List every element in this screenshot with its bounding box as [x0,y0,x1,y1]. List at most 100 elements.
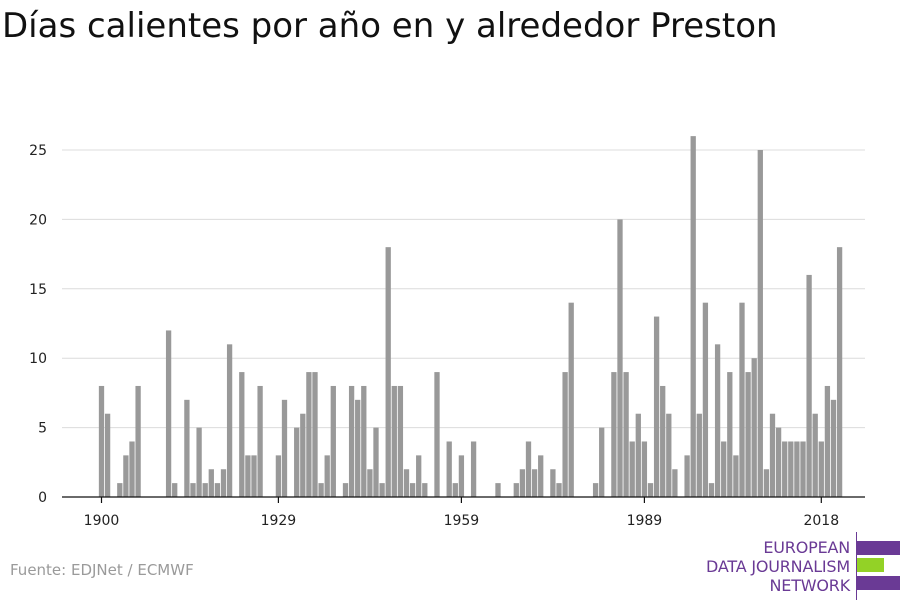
bar-1905 [129,441,135,497]
bar-1920 [220,469,227,497]
bar-1930 [281,399,288,497]
chart-title: Días calientes por año en y alrededor Pr… [2,6,778,46]
bar-1997 [690,136,696,497]
bar-1999 [702,302,709,497]
bar-2009 [763,469,770,497]
bar-1912 [172,483,178,497]
logo-line-european: EUROPEAN [763,538,850,557]
bar-1917 [202,483,208,497]
bar-2004 [733,455,739,497]
bar-1985 [617,219,623,497]
bar-1976 [562,372,568,497]
logo-divider [856,532,857,600]
bar-1901 [104,413,111,497]
bar-1992 [660,385,666,497]
logo-bar-green [857,558,884,572]
bar-2008 [757,150,763,497]
logo-bar-purple-bottom [857,576,900,590]
bar-1929 [275,455,282,497]
bar-1990 [647,483,654,497]
y-tick-label: 25 [29,143,47,159]
bar-2007 [751,358,757,497]
bar-1926 [257,385,263,497]
bar-1998 [696,413,702,497]
x-tick-label: 1989 [627,513,663,529]
bar-2013 [788,441,794,497]
bar-1958 [452,483,458,497]
bar-2014 [794,441,800,497]
bar-1961 [470,441,477,497]
bar-1903 [117,483,123,497]
bar-1955 [434,372,440,497]
bar-2011 [775,427,782,497]
bar-1988 [635,413,641,497]
bar-2006 [745,372,751,497]
bar-2020 [830,399,837,497]
edjnet-logo: EUROPEAN DATA JOURNALISM NETWORK [700,532,900,600]
bar-1957 [446,441,452,497]
bar-2017 [812,413,818,497]
bar-2015 [800,441,806,497]
bars [98,136,843,497]
bar-2002 [721,441,727,497]
bar-1938 [330,385,336,497]
bar-1949 [397,385,404,497]
bar-1989 [641,441,648,497]
bar-1945 [373,427,379,497]
bar-1915 [190,483,196,497]
bar-2016 [806,274,812,497]
bar-1916 [196,427,202,497]
x-tick-label: 1929 [261,513,297,529]
bar-1923 [239,372,245,497]
bar-1965 [495,483,501,497]
y-tick-label: 10 [29,351,47,367]
bar-1947 [385,247,391,497]
bar-1950 [403,469,410,497]
bar-1919 [214,483,221,497]
bar-1941 [348,385,355,497]
bar-2012 [782,441,788,497]
bar-1943 [361,385,367,497]
bar-1969 [519,469,526,497]
bar-1977 [568,302,574,497]
y-tick-label: 15 [29,282,47,298]
bar-1942 [355,399,361,497]
source-note: Fuente: EDJNet / ECMWF [10,561,194,579]
bar-1918 [208,469,214,497]
bar-2001 [714,344,721,497]
x-tick-label: 1900 [84,513,120,529]
bar-2000 [708,483,715,497]
x-tick-label: 1959 [444,513,480,529]
bar-1900 [98,385,105,497]
bar-1975 [556,483,562,497]
bar-1935 [312,372,318,497]
bar-1925 [251,455,257,497]
bar-1936 [318,483,324,497]
bar-1948 [391,385,397,497]
bar-1968 [513,483,519,497]
bar-1986 [623,372,629,497]
bar-1944 [367,469,373,497]
bar-2019 [824,385,831,497]
bar-1914 [184,399,190,497]
logo-line-data-journalism: DATA JOURNALISM [706,557,850,576]
bar-1971 [531,469,538,497]
bar-1959 [458,455,465,497]
logo-bar-purple-top [857,541,900,555]
x-tick-label: 2018 [803,513,839,529]
bar-1972 [538,455,544,497]
bar-1911 [165,330,172,497]
bar-1987 [629,441,635,497]
bar-2005 [739,302,745,497]
bar-1981 [592,483,599,497]
bar-1984 [611,372,617,497]
bar-2021 [836,247,843,497]
bar-1904 [123,455,129,497]
bar-1906 [135,385,141,497]
bar-2010 [769,413,776,497]
bar-2003 [727,372,733,497]
bar-1921 [226,344,233,497]
bar-1993 [666,413,672,497]
bar-1946 [379,483,385,497]
bar-2018 [818,441,824,497]
